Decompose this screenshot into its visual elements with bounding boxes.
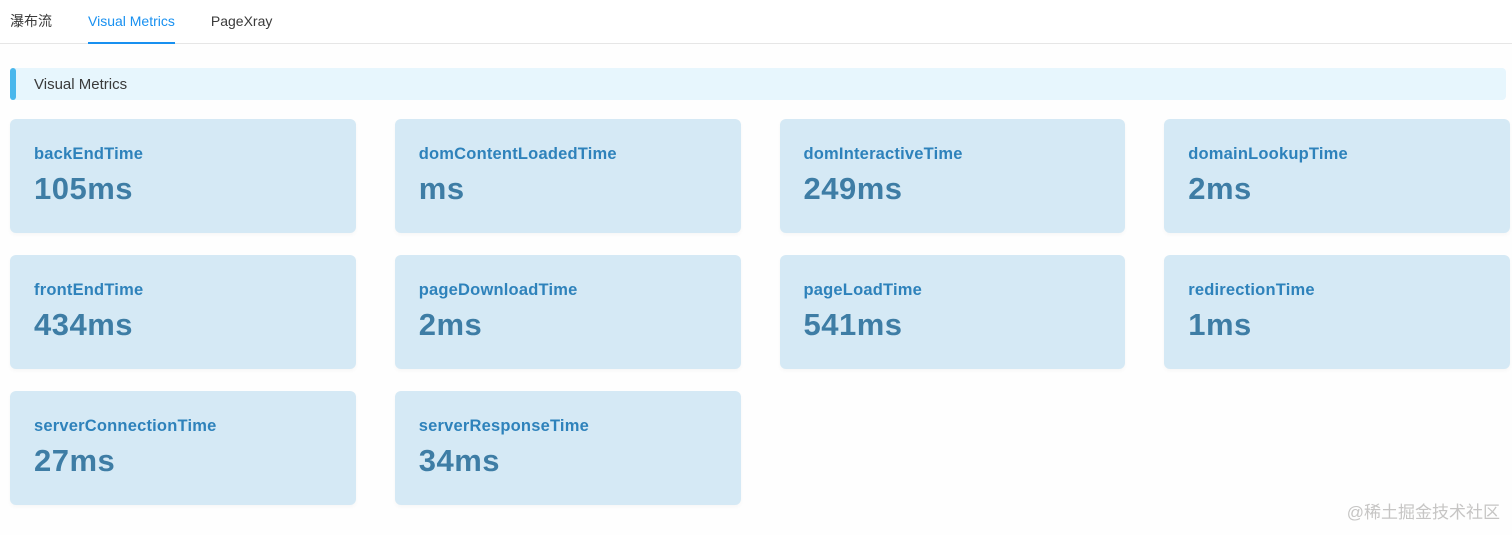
metric-value: 27ms [34,443,116,478]
metric-value: 1ms [1188,307,1252,342]
metric-card: domainLookupTime 2ms [1164,119,1510,233]
tab-pagexray[interactable]: PageXray [210,13,273,29]
metric-name: serverConnectionTime [34,417,217,435]
metric-name: serverResponseTime [418,417,589,435]
metric-card: pageLoadTime 541ms [779,255,1126,369]
metric-name: domInteractiveTime [803,145,963,163]
metric-card: redirectionTime 1ms [1164,255,1510,369]
metric-card: backEndTime 105ms [10,119,356,233]
metric-card: domContentLoadedTime ms [394,119,741,233]
metric-card: frontEndTime 434ms [10,255,356,369]
tab-visual-metrics[interactable]: Visual Metrics [88,0,175,44]
tab-bar: 瀑布流 Visual Metrics PageXray [0,0,1512,44]
metric-name: redirectionTime [1188,281,1315,299]
metric-value: 249ms [803,171,903,206]
metric-value: 105ms [34,171,134,206]
metric-name: pageLoadTime [803,281,923,299]
metric-name: domainLookupTime [1188,145,1348,163]
metric-card: serverConnectionTime 27ms [10,391,356,505]
metric-card: serverResponseTime 34ms [394,391,741,505]
section-accent-bar [10,68,16,100]
metric-card: domInteractiveTime 249ms [779,119,1126,233]
metrics-grid: backEndTime 105ms domContentLoadedTime ms do… [10,119,1510,505]
metric-value: 541ms [803,307,903,342]
watermark-text: @稀土掘金技术社区 [1346,503,1500,522]
metric-name: pageDownloadTime [418,281,578,299]
metric-value: 2ms [418,307,483,342]
metric-name: domContentLoadedTime [418,145,617,163]
metric-name: frontEndTime [34,281,144,299]
metric-value: 34ms [418,443,501,478]
metric-value: 2ms [1188,171,1252,206]
section-header: Visual Metrics [10,68,1506,100]
metric-name: backEndTime [34,145,144,163]
metric-value: ms [418,171,465,206]
tab-瀑布流[interactable]: 瀑布流 [10,13,52,29]
metric-value: 434ms [34,307,134,342]
section-title: Visual Metrics [34,75,128,93]
metric-card: pageDownloadTime 2ms [394,255,741,369]
